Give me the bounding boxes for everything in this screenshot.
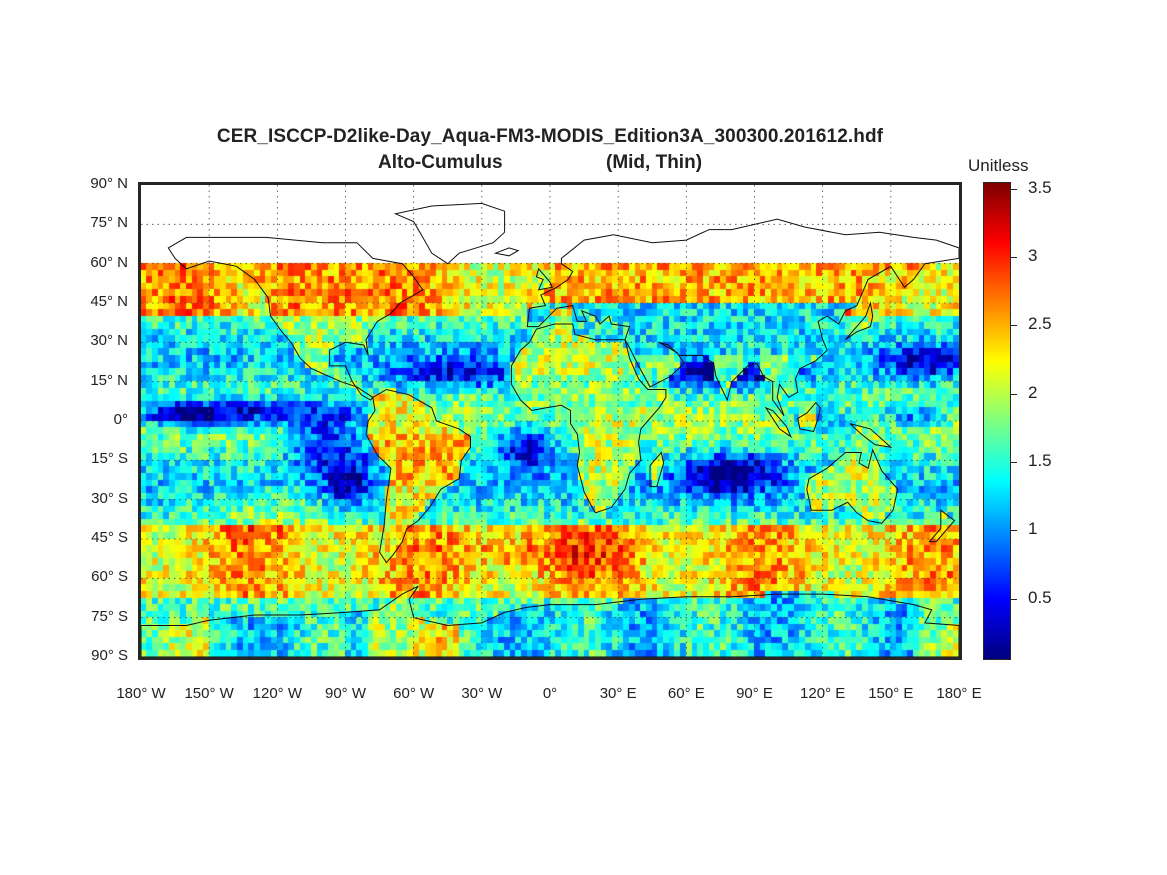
colorbar-tick-mark — [1011, 188, 1017, 190]
lon-tick-label: 0° — [542, 685, 558, 702]
colorbar-tick-mark — [1011, 325, 1017, 327]
lat-tick-label: 60° N — [90, 253, 128, 271]
coastline-antarctica — [141, 585, 959, 657]
colorbar-tick-mark — [1011, 393, 1017, 395]
lat-tick-label: 15° N — [90, 371, 128, 389]
lat-tick-label: 45° S — [91, 529, 128, 546]
coastline-japan — [845, 301, 874, 341]
heatmap-raster — [141, 185, 959, 657]
colorbar-tick-label: 2.5 — [1028, 314, 1052, 334]
colorbar-tick-label: 1 — [1028, 519, 1038, 539]
coastline-europeAsia — [526, 218, 959, 417]
subtitle-cloud-class: (Mid, Thin) — [606, 152, 703, 173]
lon-tick-label: 30° W — [461, 685, 503, 702]
coastline-newZealand — [928, 509, 956, 543]
coastline-iceland — [493, 247, 520, 257]
coastline-borneo — [797, 401, 821, 433]
colorbar-tick-mark — [1011, 598, 1017, 600]
colorbar-tick-label: 1.5 — [1028, 450, 1052, 470]
lon-tick-label: 30° E — [599, 685, 637, 702]
lon-tick-label: 90° W — [324, 685, 366, 702]
lat-tick-label: 30° S — [91, 489, 128, 507]
lon-tick-label: 180° W — [116, 685, 166, 702]
colorbar-tick-mark — [1011, 530, 1017, 532]
coastline-uk — [535, 267, 554, 291]
lon-tick-label: 60° W — [393, 685, 435, 702]
lat-tick-label: 15° S — [91, 450, 128, 468]
lat-tick-label: 45° N — [90, 293, 128, 310]
lon-tick-label: 90° E — [736, 685, 773, 702]
lon-tick-label: 120° W — [252, 685, 302, 702]
lon-tick-label: 150° E — [868, 685, 914, 702]
lat-tick-label: 75° S — [91, 607, 128, 625]
lat-tick-label: 0° — [113, 411, 128, 428]
coastline-sumatra — [764, 406, 793, 439]
lat-tick-label: 75° N — [90, 214, 128, 232]
coastline-africa — [510, 323, 667, 514]
lon-tick-label: 60° E — [667, 685, 705, 702]
lon-tick-label: 180° E — [936, 685, 982, 702]
chart-subtitle: Alto-Cumulus (Mid, Thin) — [140, 152, 960, 176]
lat-tick-label: 60° S — [91, 568, 128, 586]
coastline-southAmerica — [365, 388, 471, 564]
lon-tick-label: 120° E — [800, 685, 846, 702]
subtitle-cloud-type: Alto-Cumulus — [378, 152, 503, 173]
colorbar-tick-label: 0.5 — [1028, 587, 1052, 607]
colorbar-tick-mark — [1011, 461, 1017, 463]
colorbar-tick-label: 3.5 — [1028, 177, 1052, 197]
colorbar-tick-mark — [1011, 257, 1017, 259]
coastline-madagascar — [649, 451, 665, 488]
coastline-newGuinea — [849, 423, 893, 448]
coastline-northAmerica — [167, 236, 424, 401]
chart-title: CER_ISCCP-D2like-Day_Aqua-FM3-MODIS_Edit… — [216, 126, 884, 147]
map-plot-area — [138, 182, 962, 660]
colorbar — [983, 182, 1011, 660]
colorbar-unit-label: Unitless — [968, 156, 1029, 175]
lat-tick-label: 90° N — [90, 175, 128, 192]
lat-tick-label: 30° N — [90, 332, 128, 350]
colorbar-tick-label: 2 — [1028, 382, 1038, 402]
lat-tick-label: 90° S — [91, 647, 128, 664]
colorbar-tick-label: 3 — [1028, 246, 1038, 266]
coastline-australia — [806, 448, 899, 524]
lon-tick-label: 150° W — [184, 685, 234, 702]
coastline-greenland — [393, 202, 506, 265]
map-overlay — [141, 185, 959, 657]
